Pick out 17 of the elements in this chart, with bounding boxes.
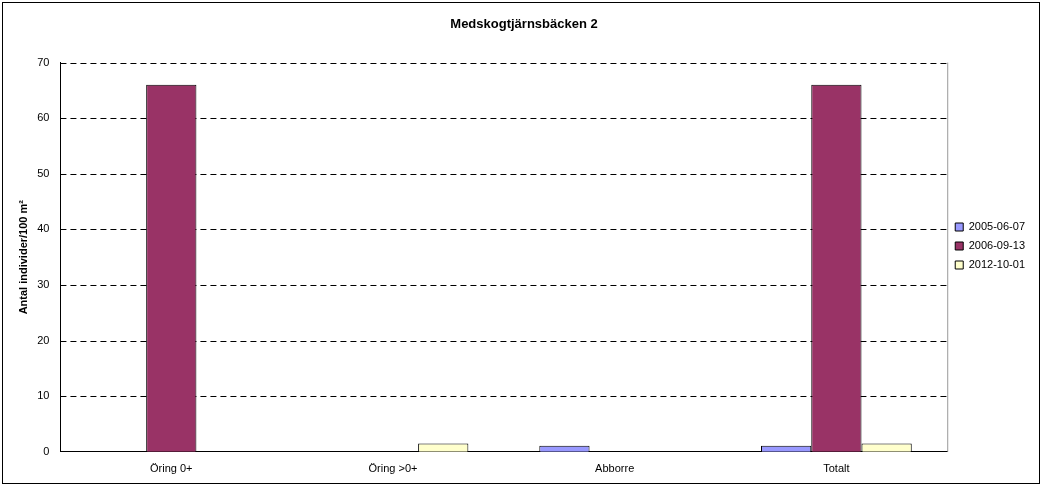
chart-title: Medskogtjärnsbäcken 2 [450, 16, 598, 32]
x-tick-label: Öring 0+ [150, 462, 193, 475]
legend-label: 2005-06-07 [968, 220, 1026, 233]
y-tick-label: 60 [37, 111, 50, 124]
y-tick-label: 70 [37, 55, 50, 68]
y-tick-label: 0 [43, 444, 50, 457]
y-tick-label: 30 [37, 278, 50, 291]
y-tick-label: 50 [37, 166, 50, 179]
x-tick-label: Totalt [823, 462, 850, 475]
x-tick-label: Abborre [595, 462, 635, 475]
y-tick-label: 10 [37, 389, 50, 402]
legend-label: 2006-09-13 [968, 239, 1026, 252]
x-tick-label: Öring >0+ [368, 462, 418, 475]
legend-label: 2012-10-01 [968, 258, 1026, 271]
y-tick-label: 40 [37, 222, 50, 235]
y-axis-title: Antal individer/100 m² [16, 199, 29, 315]
y-tick-label: 20 [37, 333, 50, 346]
